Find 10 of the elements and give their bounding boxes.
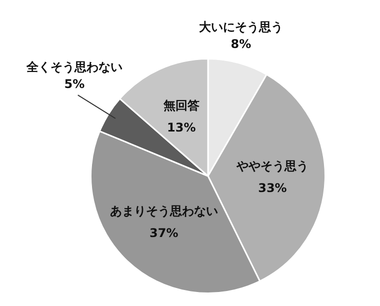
data-label: 37% — [150, 226, 178, 240]
data-label: 13% — [167, 120, 196, 134]
slice-label: 無回答 — [162, 98, 200, 112]
slice-label: あまりそう思わない — [110, 204, 218, 218]
slice-label: 全くそう思わない — [25, 60, 122, 74]
data-label: 5% — [64, 77, 85, 92]
slice-label: ややそう思う — [235, 159, 308, 174]
data-label: 8% — [230, 37, 252, 52]
slice-label: 大いにそう思う — [198, 20, 283, 34]
data-label: 33% — [258, 181, 287, 196]
